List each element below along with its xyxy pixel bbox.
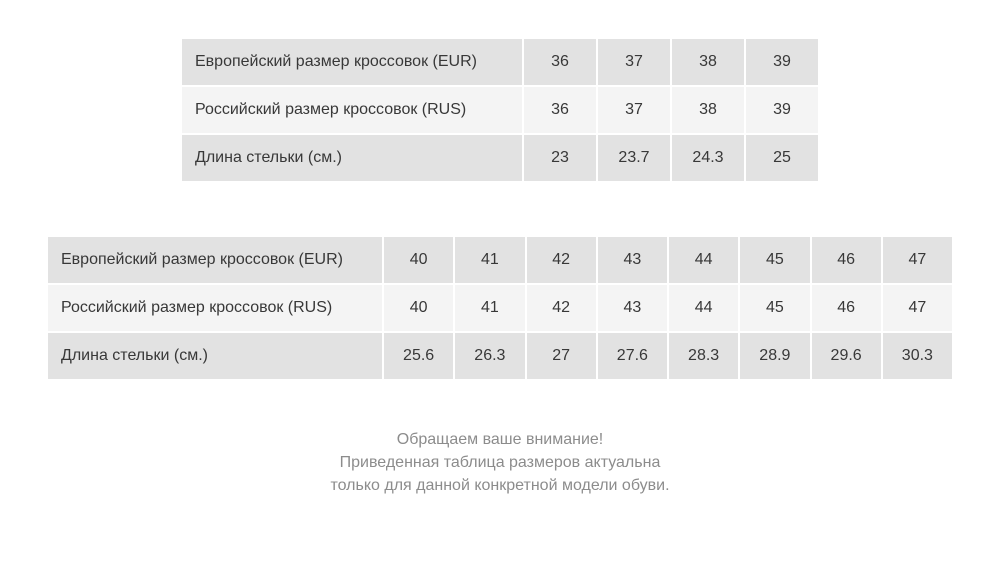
size-value-cell: 42	[526, 237, 596, 283]
note-line-3: только для данной конкретной модели обув…	[330, 477, 670, 494]
size-value-cell: 27	[526, 333, 596, 379]
size-value-cell: 23.7	[598, 135, 670, 181]
size-value-cell: 26.3	[455, 333, 525, 379]
size-value-cell: 43	[597, 285, 667, 331]
size-value-cell: 41	[455, 285, 525, 331]
size-value-cell: 47	[882, 285, 952, 331]
size-value-cell: 38	[672, 87, 744, 133]
note-line-1: Обращаем ваше внимание!	[396, 431, 604, 448]
size-value-cell: 37	[598, 39, 670, 85]
size-value-cell: 25	[746, 135, 818, 181]
size-value-cell: 42	[526, 285, 596, 331]
size-value-cell: 46	[811, 237, 881, 283]
size-value-cell: 46	[811, 285, 881, 331]
size-value-cell: 25.6	[384, 333, 454, 379]
size-value-cell: 36	[524, 87, 596, 133]
size-value-cell: 23	[524, 135, 596, 181]
size-row-label: Российский размер кроссовок (RUS)	[48, 285, 382, 331]
size-value-cell: 39	[746, 39, 818, 85]
size-value-cell: 29.6	[811, 333, 881, 379]
size-row-label: Российский размер кроссовок (RUS)	[182, 87, 522, 133]
size-value-cell: 41	[455, 237, 525, 283]
size-note: Обращаем ваше внимание! Приведенная табл…	[0, 428, 1000, 497]
size-value-cell: 38	[672, 39, 744, 85]
size-table-eur-40-47: Европейский размер кроссовок (EUR) 40 41 42…	[48, 237, 952, 379]
size-value-cell: 28.9	[740, 333, 810, 379]
size-value-cell: 37	[598, 87, 670, 133]
size-value-cell: 30.3	[882, 333, 952, 379]
size-value-cell: 47	[882, 237, 952, 283]
size-row-label: Европейский размер кроссовок (EUR)	[182, 39, 522, 85]
size-value-cell: 40	[384, 285, 454, 331]
size-value-cell: 43	[597, 237, 667, 283]
size-value-cell: 24.3	[672, 135, 744, 181]
size-value-cell: 36	[524, 39, 596, 85]
size-row-label: Длина стельки (см.)	[182, 135, 522, 181]
size-value-cell: 28.3	[669, 333, 739, 379]
size-value-cell: 44	[669, 237, 739, 283]
size-value-cell: 45	[740, 237, 810, 283]
size-value-cell: 40	[384, 237, 454, 283]
size-row-label: Европейский размер кроссовок (EUR)	[48, 237, 382, 283]
size-value-cell: 45	[740, 285, 810, 331]
size-value-cell: 39	[746, 87, 818, 133]
size-table-eur-36-39: Европейский размер кроссовок (EUR) 36 37 38…	[182, 39, 818, 181]
note-line-2: Приведенная таблица размеров актуальна	[339, 454, 661, 471]
size-value-cell: 27.6	[597, 333, 667, 379]
size-value-cell: 44	[669, 285, 739, 331]
size-row-label: Длина стельки (см.)	[48, 333, 382, 379]
